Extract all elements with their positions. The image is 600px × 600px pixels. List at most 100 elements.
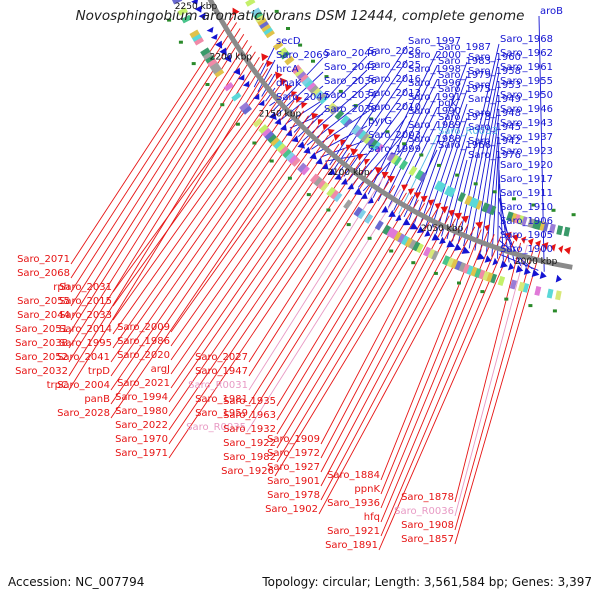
- gene-label[interactable]: Saro_1937: [500, 132, 553, 143]
- gene-label[interactable]: Saro_2013: [368, 88, 421, 99]
- gene-label[interactable]: ppnK: [354, 484, 380, 495]
- gene-label[interactable]: Saro_1991: [408, 92, 461, 103]
- gene-label[interactable]: Saro_1950: [500, 90, 553, 101]
- gene-label[interactable]: Saro_1900: [500, 244, 553, 255]
- gene-label[interactable]: Saro_1901: [267, 476, 320, 487]
- gene-label[interactable]: Saro_2026: [368, 46, 421, 57]
- gene-label[interactable]: Saro_1932: [223, 424, 276, 435]
- gene-label[interactable]: Saro_1988: [408, 134, 461, 145]
- gene-label[interactable]: pyrG: [368, 116, 392, 127]
- gene-label[interactable]: Saro_2032: [15, 366, 68, 377]
- gene-label[interactable]: Saro_2044: [17, 310, 70, 321]
- gene-label[interactable]: Saro_1995: [59, 338, 112, 349]
- gene-label[interactable]: Saro_2038: [15, 338, 68, 349]
- gene-label[interactable]: Saro_1968: [500, 34, 553, 45]
- gene-label[interactable]: Saro_1990: [408, 106, 461, 117]
- gene-label[interactable]: Saro_2000: [408, 50, 461, 61]
- gene-label[interactable]: Saro_1926: [221, 466, 274, 477]
- gene-label[interactable]: Saro_R0031: [188, 380, 248, 391]
- gene-label[interactable]: Saro_2034: [324, 90, 377, 101]
- gene-label[interactable]: panB: [84, 394, 110, 405]
- gene-label[interactable]: Saro_2022: [115, 420, 168, 431]
- gene-label[interactable]: Saro_R0035: [186, 422, 246, 433]
- gene-label[interactable]: Saro_2021: [117, 378, 170, 389]
- gene-label[interactable]: Saro_2051: [15, 324, 68, 335]
- gene-label[interactable]: Saro_2055: [17, 296, 70, 307]
- gene-label[interactable]: Saro_1947: [195, 366, 248, 377]
- gene-label[interactable]: Saro_1976: [468, 150, 521, 161]
- gene-label[interactable]: Saro_R0033: [438, 126, 498, 137]
- gene-label[interactable]: Saro_2042: [324, 62, 377, 73]
- gene-label[interactable]: Saro_1971: [115, 448, 168, 459]
- gene-label[interactable]: Saro_1946: [500, 104, 553, 115]
- gene-label[interactable]: Saro_1927: [267, 462, 320, 473]
- gene-label[interactable]: Saro_1999: [368, 144, 421, 155]
- gene-label[interactable]: Saro_2071: [17, 254, 70, 265]
- gene-label[interactable]: Saro_2020: [117, 350, 170, 361]
- gene-label[interactable]: Saro_1884: [327, 470, 380, 481]
- gene-label[interactable]: Saro_1998: [408, 64, 461, 75]
- gene-label[interactable]: Saro_1910: [500, 202, 553, 213]
- gene-label[interactable]: Saro_1997: [408, 36, 461, 47]
- gene-label[interactable]: Saro_1942: [468, 136, 521, 147]
- gene-label[interactable]: Saro_1987: [438, 42, 491, 53]
- gene-label[interactable]: Saro_2027: [195, 352, 248, 363]
- gene-label[interactable]: Saro_1958: [468, 66, 521, 77]
- gene-label[interactable]: Saro_2016: [368, 74, 421, 85]
- gene-label[interactable]: Saro_1949: [468, 94, 521, 105]
- gene-label[interactable]: Saro_1978: [267, 490, 320, 501]
- gene-label[interactable]: Saro_1922: [223, 438, 276, 449]
- gene-label[interactable]: Saro_2014: [59, 324, 112, 335]
- gene-label[interactable]: Saro_1955: [500, 76, 553, 87]
- gene-label[interactable]: Saro_1906: [500, 216, 553, 227]
- gene-label[interactable]: Saro_2028: [57, 408, 110, 419]
- gene-label[interactable]: Saro_1980: [115, 406, 168, 417]
- gene-label[interactable]: Saro_2009: [117, 322, 170, 333]
- gene-label[interactable]: dnaK: [276, 78, 302, 89]
- gene-label[interactable]: Saro_1981: [195, 394, 248, 405]
- gene-label[interactable]: Saro_1891: [325, 540, 378, 551]
- gene-label[interactable]: pgk: [438, 98, 457, 109]
- gene-label[interactable]: Saro_1979: [438, 70, 491, 81]
- gene-label[interactable]: Saro_1878: [401, 492, 454, 503]
- gene-label[interactable]: Saro_1959: [195, 408, 248, 419]
- gene-label[interactable]: Saro_2041: [57, 352, 110, 363]
- gene-label[interactable]: Saro_1935: [223, 396, 276, 407]
- gene-label[interactable]: Saro_1917: [500, 174, 553, 185]
- gene-label[interactable]: Saro_1989: [408, 120, 461, 131]
- gene-label[interactable]: Saro_1948: [468, 108, 521, 119]
- gene-label[interactable]: Saro_2047: [276, 92, 329, 103]
- gene-label[interactable]: Saro_2030: [324, 104, 377, 115]
- gene-label[interactable]: Saro_1923: [500, 146, 553, 157]
- gene-label[interactable]: Saro_1960: [468, 52, 521, 63]
- gene-label[interactable]: Saro_1911: [500, 188, 553, 199]
- gene-label[interactable]: Saro_1986: [117, 336, 170, 347]
- gene-label[interactable]: Saro_1966: [438, 140, 491, 151]
- gene-label[interactable]: Saro_2031: [59, 282, 112, 293]
- gene-label[interactable]: Saro_1909: [267, 434, 320, 445]
- gene-label[interactable]: Saro_2015: [59, 296, 112, 307]
- gene-label[interactable]: Saro_1970: [115, 434, 168, 445]
- gene-label[interactable]: Saro_2010: [368, 102, 421, 113]
- gene-label[interactable]: Saro_1902: [265, 504, 318, 515]
- gene-label[interactable]: Saro_1905: [500, 230, 553, 241]
- gene-label[interactable]: Saro_2069: [276, 50, 329, 61]
- gene-label[interactable]: Saro_1953: [468, 80, 521, 91]
- gene-label[interactable]: Saro_1963: [223, 410, 276, 421]
- gene-label[interactable]: Saro_2003: [368, 130, 421, 141]
- gene-label[interactable]: Saro_1921: [327, 526, 380, 537]
- gene-label[interactable]: Saro_2046: [324, 48, 377, 59]
- gene-label[interactable]: aroB: [540, 6, 563, 17]
- gene-label[interactable]: Saro_1920: [500, 160, 553, 171]
- gene-label[interactable]: argJ: [151, 364, 170, 375]
- gene-label[interactable]: trpC: [47, 380, 68, 391]
- gene-label[interactable]: Saro_1943: [500, 118, 553, 129]
- gene-labels[interactable]: secDSaro_2069hrcAdnaKSaro_2047Saro_2046S…: [15, 6, 563, 551]
- gene-label[interactable]: Saro_1962: [500, 48, 553, 59]
- gene-label[interactable]: Saro_2036: [324, 76, 377, 87]
- gene-label[interactable]: Saro_1973: [438, 112, 491, 123]
- gene-label[interactable]: Saro_2004: [57, 380, 110, 391]
- gene-label[interactable]: Saro_2025: [368, 60, 421, 71]
- gene-label[interactable]: Saro_R0036: [394, 506, 454, 517]
- gene-label[interactable]: Saro_1982: [223, 452, 276, 463]
